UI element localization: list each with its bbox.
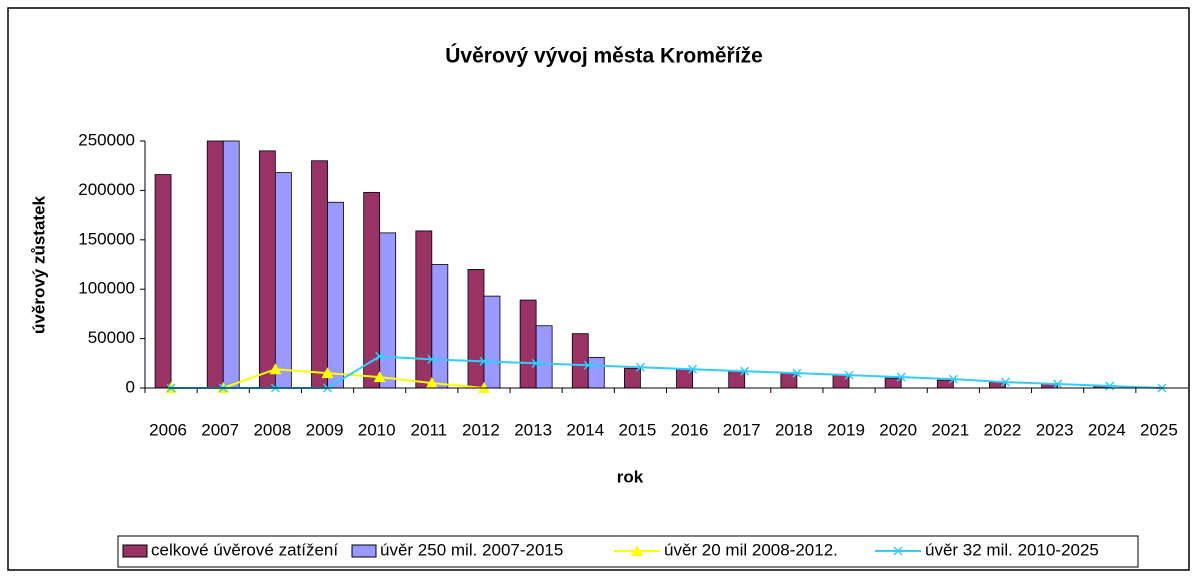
bar xyxy=(206,140,224,389)
y-axis-label: úvěrový zůstatek xyxy=(29,195,48,333)
x-tick-label: 2021 xyxy=(931,420,969,439)
point xyxy=(948,374,958,384)
x-tick-label: 2009 xyxy=(306,420,344,439)
x-tick-label: 2016 xyxy=(671,420,709,439)
x-tick-label: 2013 xyxy=(514,420,552,439)
legend-marker xyxy=(631,545,643,556)
bar xyxy=(415,230,433,389)
point xyxy=(427,354,437,364)
bar xyxy=(467,269,485,389)
legend-label: úvěr 250 mil. 2007-2015 xyxy=(380,540,563,559)
x-tick-label: 2011 xyxy=(411,420,448,439)
bar xyxy=(624,367,641,389)
bar xyxy=(222,140,240,389)
y-tick-label: 100000 xyxy=(78,279,135,298)
y-tick-label: 50000 xyxy=(88,328,135,347)
y-tick-label: 150000 xyxy=(78,229,135,248)
x-tick-label: 2018 xyxy=(775,420,813,439)
point xyxy=(844,370,854,380)
point xyxy=(635,362,645,372)
chart-frame xyxy=(7,7,1190,571)
x-tick-label: 2012 xyxy=(462,420,500,439)
x-tick-label: 2007 xyxy=(201,420,239,439)
point xyxy=(479,356,489,366)
x-tick-label: 2008 xyxy=(253,420,291,439)
legend-label: úvěr 20 mil 2008-2012. xyxy=(664,540,838,559)
x-tick-label: 2017 xyxy=(723,420,761,439)
bar xyxy=(571,333,589,389)
bar xyxy=(535,325,553,389)
y-tick-label: 200000 xyxy=(78,180,135,199)
legend-swatch xyxy=(122,544,148,558)
point xyxy=(373,371,386,383)
point xyxy=(269,363,282,375)
bar xyxy=(483,295,501,389)
point xyxy=(740,366,750,376)
x-tick-label: 2025 xyxy=(1140,420,1178,439)
bar xyxy=(258,150,276,389)
legend-label: celkové úvěrové zatížení xyxy=(151,540,338,559)
bar xyxy=(274,172,292,389)
bar xyxy=(311,160,328,389)
bar xyxy=(379,232,397,389)
legend-marker xyxy=(893,546,903,556)
x-tick-label: 2015 xyxy=(619,420,657,439)
point xyxy=(375,351,385,361)
x-tick-label: 2022 xyxy=(984,420,1022,439)
x-tick-label: 2024 xyxy=(1088,420,1126,439)
x-tick-label: 2010 xyxy=(358,420,396,439)
point xyxy=(531,358,541,368)
bar xyxy=(154,174,172,389)
legend-label: úvěr 32 mil. 2010-2025 xyxy=(925,540,1099,559)
bar xyxy=(327,201,344,389)
point xyxy=(688,364,698,374)
point xyxy=(792,368,802,378)
chart-title: Úvěrový vývoj města Kroměříže xyxy=(445,44,763,68)
point xyxy=(1105,381,1115,391)
x-tick-label: 2019 xyxy=(827,420,865,439)
point xyxy=(425,377,438,389)
point xyxy=(321,367,334,379)
bar xyxy=(519,299,537,389)
x-tick-label: 2023 xyxy=(1036,420,1074,439)
x-tick-label: 2006 xyxy=(149,420,187,439)
x-tick-label: 2020 xyxy=(879,420,917,439)
x-tick-label: 2014 xyxy=(566,420,604,439)
y-tick-label: 0 xyxy=(126,377,135,396)
legend-swatch xyxy=(351,544,377,558)
point xyxy=(1053,379,1063,389)
point xyxy=(1000,377,1011,387)
point xyxy=(896,372,906,382)
line xyxy=(171,355,1162,389)
y-tick-label: 250000 xyxy=(78,130,135,149)
x-axis-label: rok xyxy=(617,467,644,486)
bar xyxy=(431,264,449,389)
point xyxy=(583,360,593,370)
